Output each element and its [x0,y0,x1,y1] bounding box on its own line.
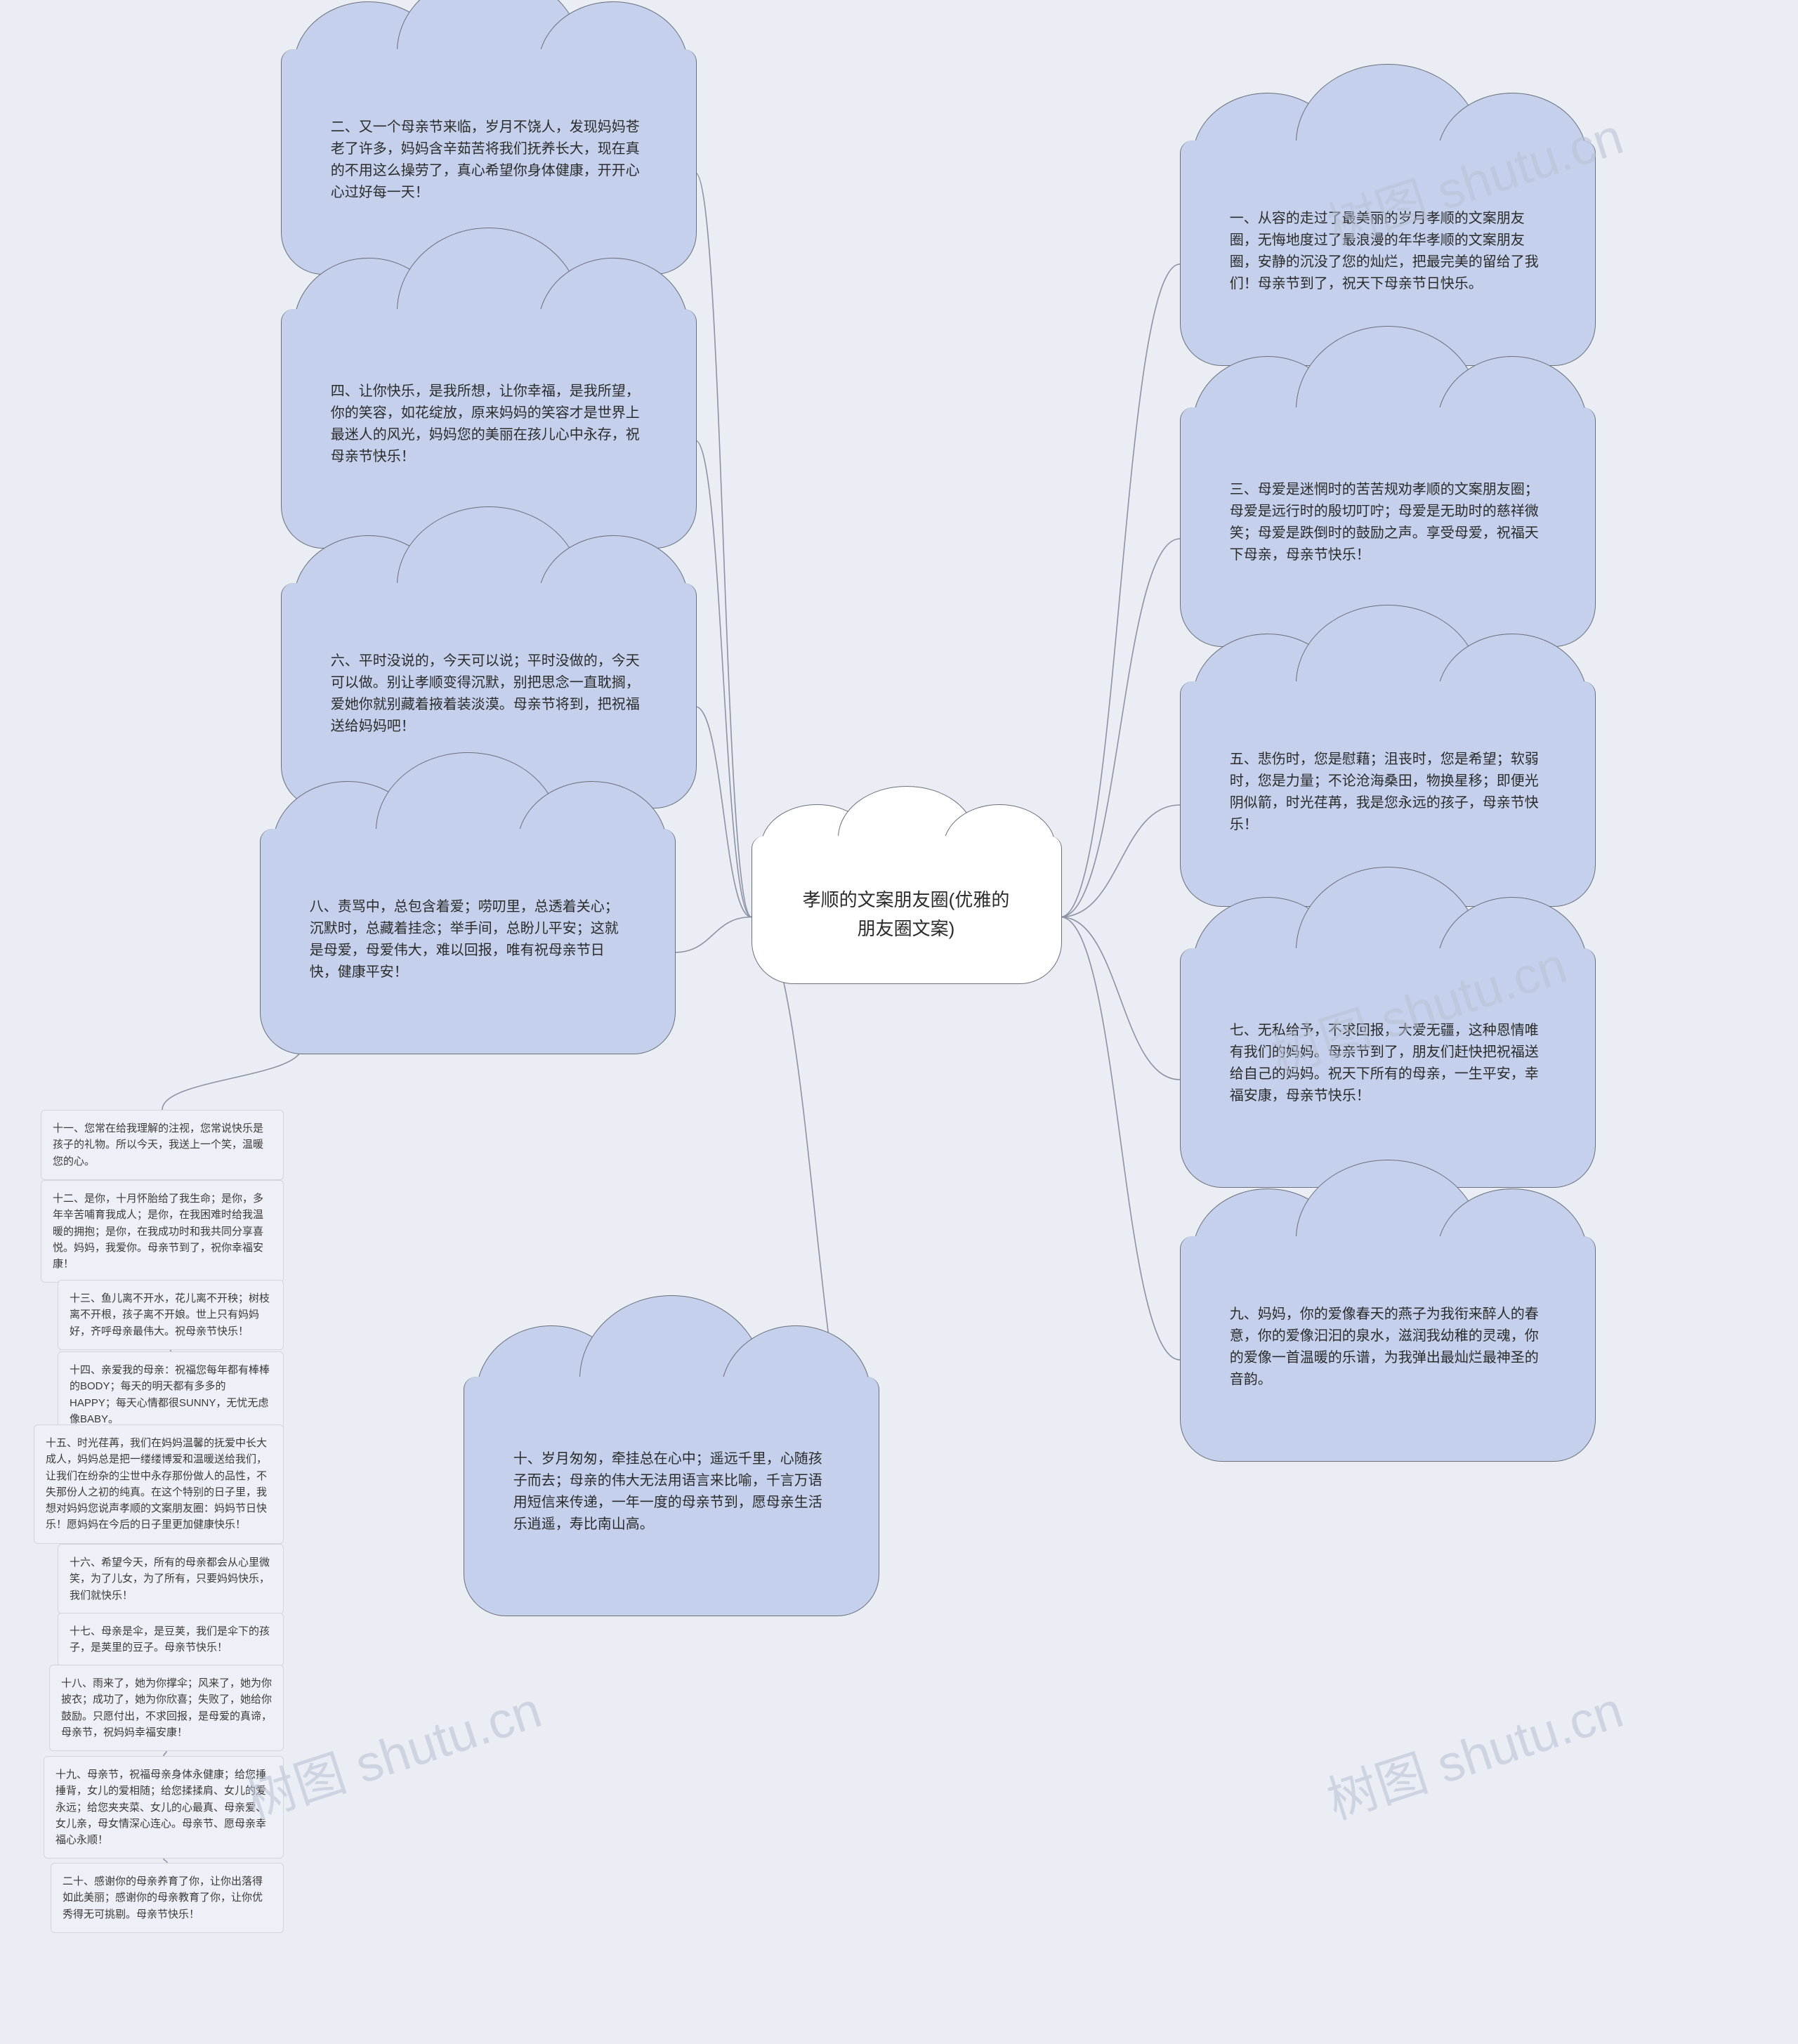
cloud-text: 九、妈妈，你的爱像春天的燕子为我衔来醉人的春意，你的爱像汩汩的泉水，滋润我幼稚的… [1230,1304,1544,1429]
cloud-l6: 六、平时没说的，今天可以说；平时没做的，今天可以做。别让孝顺变得沉默，别把思念一… [281,583,695,808]
cloud-r7: 七、无私给予，不求回报，大爱无疆，这种恩情唯有我们的妈妈。母亲节到了，朋友们赶快… [1180,948,1594,1187]
cloud-text: 二、又一个母亲节来临，岁月不饶人，发现妈妈苍老了许多，妈妈含辛茹苦将我们抚养长大… [331,117,645,242]
cloud-l8: 八、责骂中，总包含着爱；唠叨里，总透着关心；沉默时，总藏着挂念；举手间，总盼儿平… [260,829,674,1054]
leaf-v11: 十一、您常在给我理解的注视，您常说快乐是孩子的礼物。所以今天，我送上一个笑，温暖… [41,1110,284,1180]
leaf-v13: 十三、鱼儿离不开水，花儿离不开秧；树枝离不开根，孩子离不开娘。世上只有妈妈好，齐… [58,1280,284,1350]
cloud-r3: 三、母爱是迷惘时的苦苦规劝孝顺的文案朋友圈；母爱是远行时的殷切叮咛；母爱是无助时… [1180,407,1594,646]
cloud-text: 三、母爱是迷惘时的苦苦规劝孝顺的文案朋友圈；母爱是远行时的殷切叮咛；母爱是无助时… [1230,479,1544,612]
cloud-r5: 五、悲伤时，您是慰藉；沮丧时，您是希望；软弱时，您是力量；不论沧海桑田，物换星移… [1180,681,1594,906]
leaf-v20: 二十、感谢你的母亲养育了你，让你出落得如此美丽；感谢你的母亲教育了你，让你优秀得… [51,1863,284,1933]
cloud-text: 一、从容的走过了最美丽的岁月孝顺的文案朋友圈，无悔地度过了最浪漫的年华孝顺的文案… [1230,208,1544,334]
root-label: 孝顺的文案朋友圈(优雅的朋友圈文案) [798,886,1014,962]
cloud-l4: 四、让你快乐，是我所想，让你幸福，是我所望，你的笑容，如花绽放，原来妈妈的笑容才… [281,309,695,548]
leaf-v19: 十九、母亲节，祝福母亲身体永健康；给您捶捶背，女儿的爱相随；给您揉揉肩、女儿的爱… [44,1756,284,1859]
leaf-v16: 十六、希望今天，所有的母亲都会从心里微笑，为了儿女，为了所有，只要妈妈快乐，我们… [58,1544,284,1614]
root-node: 孝顺的文案朋友圈(优雅的朋友圈文案) [752,836,1061,983]
cloud-l10: 十、岁月匆匆，牵挂总在心中；遥远千里，心随孩子而去；母亲的伟大无法用语言来比喻，… [464,1377,878,1616]
cloud-text: 七、无私给予，不求回报，大爱无疆，这种恩情唯有我们的妈妈。母亲节到了，朋友们赶快… [1230,1020,1544,1153]
leaf-v15: 十五、时光荏苒，我们在妈妈温馨的抚爱中长大成人，妈妈总是把一缕缕博爱和温暖送给我… [34,1424,284,1544]
leaf-v17: 十七、母亲是伞，是豆荚，我们是伞下的孩子，是荚里的豆子。母亲节快乐！ [58,1613,284,1667]
leaf-v12: 十二、是你，十月怀胎给了我生命；是你，多年辛苦哺育我成人；是你，在我困难时给我温… [41,1180,284,1283]
cloud-text: 十、岁月匆匆，牵挂总在心中；遥远千里，心随孩子而去；母亲的伟大无法用语言来比喻，… [513,1448,828,1582]
cloud-r1: 一、从容的走过了最美丽的岁月孝顺的文案朋友圈，无悔地度过了最浪漫的年华孝顺的文案… [1180,140,1594,365]
cloud-r9: 九、妈妈，你的爱像春天的燕子为我衔来醉人的春意，你的爱像汩汩的泉水，滋润我幼稚的… [1180,1236,1594,1461]
cloud-text: 六、平时没说的，今天可以说；平时没做的，今天可以做。别让孝顺变得沉默，别把思念一… [331,650,645,776]
cloud-text: 四、让你快乐，是我所想，让你幸福，是我所望，你的笑容，如花绽放，原来妈妈的笑容才… [331,381,645,514]
leaf-v18: 十八、雨来了，她为你撑伞；风来了，她为你披衣；成功了，她为你欣喜；失败了，她给你… [49,1665,284,1751]
stage: 孝顺的文案朋友圈(优雅的朋友圈文案) 二、又一个母亲节来临，岁月不饶人，发现妈妈… [0,0,1798,2044]
cloud-text: 八、责骂中，总包含着爱；唠叨里，总透着关心；沉默时，总藏着挂念；举手间，总盼儿平… [310,896,624,1022]
watermark: 树图 shutu.cn [1316,1668,1630,1833]
cloud-l2: 二、又一个母亲节来临，岁月不饶人，发现妈妈苍老了许多，妈妈含辛茹苦将我们抚养长大… [281,49,695,274]
cloud-text: 五、悲伤时，您是慰藉；沮丧时，您是希望；软弱时，您是力量；不论沧海桑田，物换星移… [1230,749,1544,874]
